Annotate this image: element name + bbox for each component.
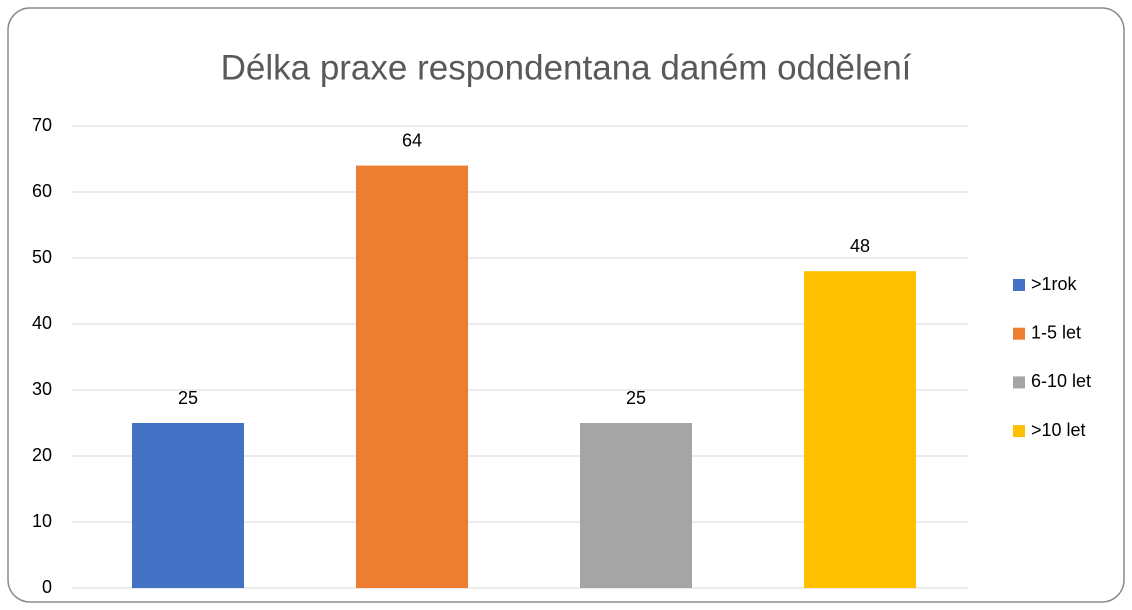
legend-swatch [1013, 279, 1025, 291]
data-label: 25 [178, 388, 198, 408]
bar [132, 423, 244, 588]
data-label: 64 [402, 130, 422, 150]
bar [356, 165, 468, 588]
y-tick-label: 60 [32, 181, 52, 201]
legend-swatch [1013, 376, 1025, 389]
y-tick-label: 10 [32, 511, 52, 531]
y-tick-label: 30 [32, 379, 52, 399]
y-tick-label: 20 [32, 445, 52, 465]
data-label: 25 [626, 388, 646, 408]
legend-label: 1-5 let [1031, 322, 1081, 342]
bar [580, 423, 692, 588]
legend-label: >10 let [1031, 420, 1086, 440]
chart-title: Délka praxe respondentana daném oddělení [221, 48, 912, 87]
bar [804, 271, 916, 588]
legend-label: 6-10 let [1031, 371, 1091, 391]
y-tick-label: 70 [32, 115, 52, 135]
y-tick-label: 0 [42, 577, 52, 597]
data-label: 48 [850, 236, 870, 256]
y-tick-label: 50 [32, 247, 52, 267]
legend-swatch [1013, 425, 1025, 438]
y-tick-label: 40 [32, 313, 52, 333]
legend-label: >1rok [1031, 274, 1078, 294]
legend-swatch [1013, 327, 1025, 340]
